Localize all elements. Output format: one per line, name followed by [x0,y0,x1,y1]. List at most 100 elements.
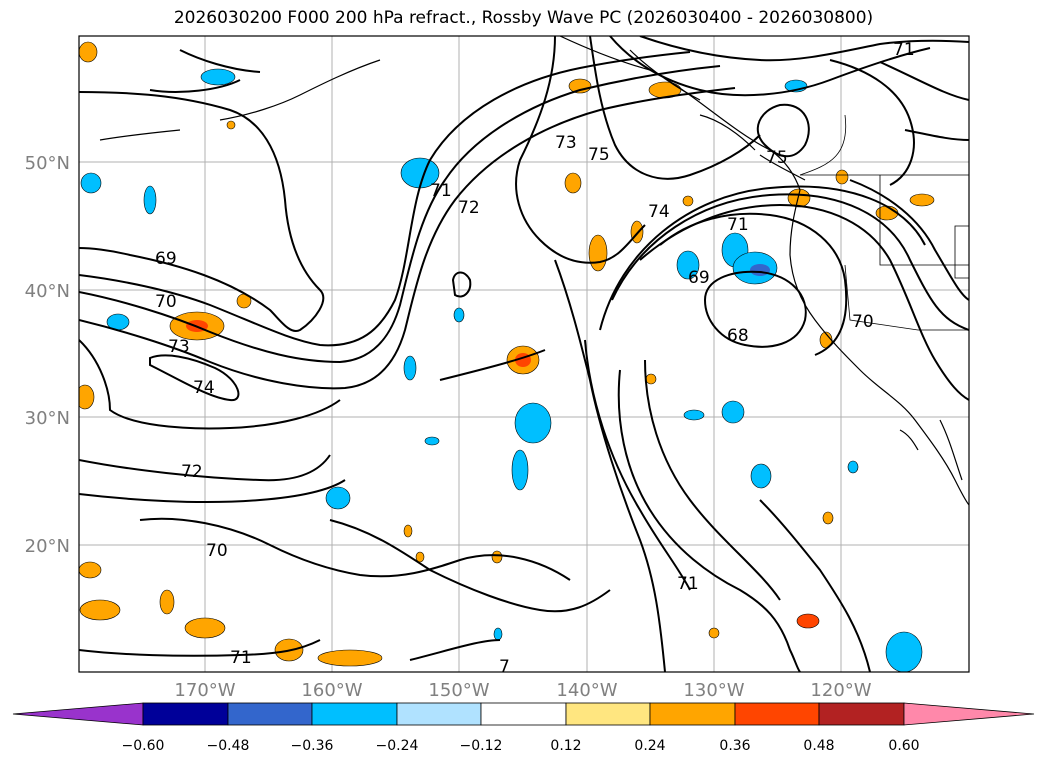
anomaly-blob [325,486,351,510]
colorbar-tick: −0.12 [460,738,503,754]
colorbar-ticks: −0.60 −0.48 −0.36 −0.24 −0.12 0.12 0.24 … [122,738,920,754]
colorbar-tick: −0.24 [376,738,419,754]
anomaly-blob [80,172,102,194]
anomaly-blob [885,631,923,672]
contour-label: 75 [766,148,788,168]
anomaly-blob [143,185,157,215]
anomaly-blob [424,436,440,446]
anomaly-blob [875,205,899,221]
map-panel: 69 70 73 74 72 70 71 71 72 73 75 75 74 7… [79,36,969,677]
anomaly-blob [835,169,849,185]
colorbar-box [227,702,313,726]
anomaly-blob [750,264,770,276]
anomaly-blob [453,307,465,323]
anomaly-blob [79,41,98,63]
anomaly-blob [514,402,552,444]
anomaly-blob [79,599,121,621]
colorbar-tick: −0.36 [291,738,334,754]
anomaly-blob [159,589,175,615]
colorbar-tick: 0.48 [803,738,834,754]
contour-label: 70 [206,541,228,561]
contour-label: 70 [155,292,177,312]
anomaly-blob [226,120,236,130]
contour-label: 71 [430,181,452,201]
contour-labels: 69 70 73 74 72 70 71 71 72 73 75 75 74 7… [155,40,915,677]
lon-label: 140°W [556,680,617,701]
contour-label: 69 [688,268,710,288]
contour-label: 73 [168,337,190,357]
colorbar-box [480,702,567,726]
map-title: 2026030200 F000 200 hPa refract., Rossby… [173,8,874,28]
lat-label: 20°N [25,536,70,557]
lon-label: 120°W [810,680,871,701]
anomaly-blob [511,449,529,491]
colorbar-box [649,702,736,726]
contour-label: 71 [230,648,252,668]
anomaly-blob [200,68,236,86]
colorbar-extend-high [903,702,1035,726]
anomaly-blob [79,384,95,410]
anomaly-blob [676,250,700,280]
anomaly-blob [822,511,834,525]
anomaly-blob [493,627,503,641]
anomaly-blob [750,463,772,489]
shaded-anomalies [79,41,935,672]
contour-label: 71 [727,215,749,235]
colorbar-box [311,702,398,726]
contour-label: 71 [677,574,699,594]
anomaly-blob [564,172,582,194]
colorbar-tick: 0.36 [719,738,750,754]
anomaly-blob [682,195,694,207]
anomaly-blob [847,460,859,474]
anomaly-blob [909,193,935,207]
colorbar-extend-low [12,702,144,726]
latitude-labels: 50°N 40°N 30°N 20°N [25,153,70,557]
contour-label: 71 [893,40,915,60]
contours [79,36,969,672]
anomaly-blob [645,373,657,385]
lon-label: 160°W [301,680,362,701]
contour-label: 74 [193,378,215,398]
colorbar-box [396,702,482,726]
borders [799,114,969,331]
colorbar-tick: −0.60 [122,738,165,754]
colorbar-box [818,702,905,726]
anomaly-blob [796,613,820,629]
colorbar-tick: 0.60 [888,738,919,754]
anomaly-blob [184,617,226,639]
anomaly-blob [403,355,417,381]
lat-label: 40°N [25,281,70,302]
map-frame [78,35,970,673]
anomaly-blob [708,627,720,639]
anomaly-blob [491,550,503,564]
contour-label: 75 [588,145,610,165]
anomaly-blob [588,234,608,272]
anomaly-blob [79,561,102,579]
longitude-labels: 170°W 160°W 150°W 140°W 130°W 120°W [174,680,871,701]
lon-label: 130°W [683,680,744,701]
contour-label: 72 [181,462,203,482]
lon-label: 150°W [428,680,489,701]
colorbar-tick: 0.12 [550,738,581,754]
contour-label: 70 [852,312,874,332]
anomaly-blob [403,524,413,538]
contour-label: 72 [458,198,480,218]
anomaly-blob [683,409,705,421]
contour-label: 73 [555,133,577,153]
lat-label: 30°N [25,408,70,429]
contour-label: 68 [727,326,749,346]
contour-label: 74 [648,202,670,222]
lon-label: 170°W [174,680,235,701]
colorbar-box [734,702,820,726]
anomaly-blob [721,400,745,424]
anomaly-blob [317,649,383,667]
contour-label: 7 [499,657,510,677]
lat-label: 50°N [25,153,70,174]
colorbar-box [142,702,229,726]
colorbar: −0.60 −0.48 −0.36 −0.24 −0.12 0.12 0.24 … [12,702,1035,754]
colorbar-tick: −0.48 [207,738,250,754]
colorbar-box [565,702,651,726]
colorbar-tick: 0.24 [634,738,665,754]
anomaly-blob [415,551,425,563]
